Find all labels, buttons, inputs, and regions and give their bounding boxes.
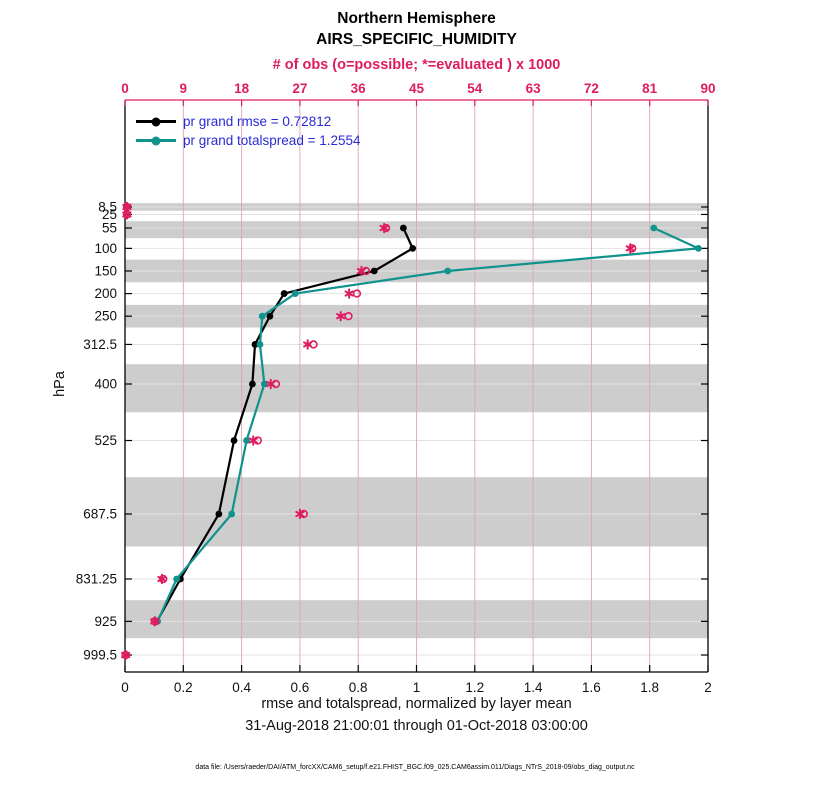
svg-text:525: 525 — [94, 433, 117, 448]
svg-text:312.5: 312.5 — [83, 337, 117, 352]
svg-text:90: 90 — [700, 81, 715, 96]
svg-text:999.5: 999.5 — [83, 648, 117, 663]
y-axis-label: hPa — [52, 371, 68, 397]
svg-text:1: 1 — [413, 680, 421, 695]
obs-possible-marker — [352, 289, 362, 298]
svg-text:72: 72 — [584, 81, 599, 96]
pr-grand-rmse-line — [153, 224, 417, 625]
pr-grand-rmse-point — [230, 437, 238, 444]
pr-grand-totalspread-line — [154, 224, 702, 625]
x-tick-labels: 0 0.2 0.4 0.6 0.8 1 1.2 1.4 1.6 1.8 2 — [121, 680, 712, 695]
svg-text:250: 250 — [94, 309, 117, 324]
rmse-line-swatch — [136, 117, 176, 126]
pr-grand-totalspread-point — [228, 510, 236, 518]
pr-grand-totalspread-point — [243, 437, 250, 444]
svg-text:27: 27 — [292, 81, 307, 96]
svg-text:150: 150 — [94, 263, 117, 278]
pr-grand-rmse-point — [370, 267, 378, 275]
svg-text:0: 0 — [121, 81, 129, 96]
legend-label-totalspread: pr grand totalspread = 1.2554 — [183, 133, 361, 148]
svg-text:1.8: 1.8 — [640, 680, 659, 695]
pr-grand-rmse-point — [251, 341, 259, 348]
svg-text:1.4: 1.4 — [524, 680, 543, 695]
pr-grand-rmse-point — [215, 510, 223, 518]
svg-text:925: 925 — [94, 614, 117, 629]
plot-subtitle: AIRS_SPECIFIC_HUMIDITY — [316, 31, 517, 48]
x-axis-label: rmse and totalspread, normalized by laye… — [261, 696, 572, 712]
top-tick-labels: 0 9 18 27 36 45 54 63 72 81 90 — [121, 81, 715, 96]
obs-possible-marker — [159, 574, 168, 584]
obs-possible-marker — [344, 311, 353, 321]
pr-grand-rmse-point — [266, 312, 274, 320]
svg-text:54: 54 — [467, 81, 483, 96]
svg-text:45: 45 — [409, 81, 425, 96]
svg-text:81: 81 — [642, 81, 658, 96]
svg-text:0.4: 0.4 — [232, 680, 251, 695]
svg-text:9: 9 — [180, 81, 188, 96]
svg-text:0.2: 0.2 — [174, 680, 193, 695]
pr-grand-rmse-point — [409, 244, 417, 252]
data-file-path: data file: /Users/raeder/DAI/ATM_forcXX/… — [195, 764, 635, 771]
svg-text:100: 100 — [94, 241, 117, 256]
svg-text:200: 200 — [94, 286, 117, 301]
obs-possible-marker — [309, 340, 318, 349]
pr-grand-totalspread-point — [258, 312, 266, 320]
pr-grand-totalspread-point — [173, 575, 180, 583]
title-block: Northern Hemisphere AIRS_SPECIFIC_HUMIDI… — [125, 8, 708, 50]
pr-grand-rmse-point — [399, 224, 407, 232]
svg-text:687.5: 687.5 — [83, 506, 117, 521]
svg-text:63: 63 — [526, 81, 542, 96]
pr-grand-totalspread-point — [291, 290, 299, 297]
legend-item-rmse: pr grand rmse = 0.72812 — [136, 112, 361, 131]
svg-text:25: 25 — [102, 207, 117, 222]
plot-title: Northern Hemisphere — [337, 10, 496, 27]
tick-marks — [124, 100, 709, 672]
totalspread-line-swatch — [136, 136, 176, 145]
obs-count-markers — [121, 201, 637, 661]
pr-grand-rmse-point — [280, 290, 288, 297]
svg-text:400: 400 — [94, 377, 117, 392]
legend: pr grand rmse = 0.72812 pr grand totalsp… — [136, 112, 361, 150]
top-axis-label: # of obs (o=possible; *=evaluated ) x 10… — [272, 57, 561, 73]
svg-text:1.2: 1.2 — [465, 680, 484, 695]
legend-label-rmse: pr grand rmse = 0.72812 — [183, 114, 332, 129]
time-range-label: 31-Aug-2018 21:00:01 through 01-Oct-2018… — [245, 718, 588, 734]
rmse-marker-dot — [151, 117, 161, 126]
pr-grand-totalspread-point — [444, 267, 452, 275]
legend-item-totalspread: pr grand totalspread = 1.2554 — [136, 131, 361, 150]
pr-grand-rmse-point — [248, 380, 256, 388]
svg-text:0.6: 0.6 — [291, 680, 310, 695]
svg-text:55: 55 — [102, 221, 117, 236]
svg-text:36: 36 — [351, 81, 367, 96]
totalspread-marker-dot — [151, 136, 161, 145]
svg-text:18: 18 — [234, 81, 250, 96]
svg-text:0.8: 0.8 — [349, 680, 368, 695]
svg-text:1.6: 1.6 — [582, 680, 601, 695]
pr-grand-totalspread-point — [256, 341, 264, 348]
pr-grand-totalspread-point — [650, 224, 658, 232]
svg-text:2: 2 — [704, 680, 712, 695]
svg-text:831.25: 831.25 — [76, 571, 117, 586]
pr-grand-totalspread-point — [694, 244, 702, 252]
svg-text:8.5: 8.5 — [98, 200, 117, 215]
pr-grand-totalspread-point — [260, 380, 268, 388]
svg-text:0: 0 — [121, 680, 129, 695]
